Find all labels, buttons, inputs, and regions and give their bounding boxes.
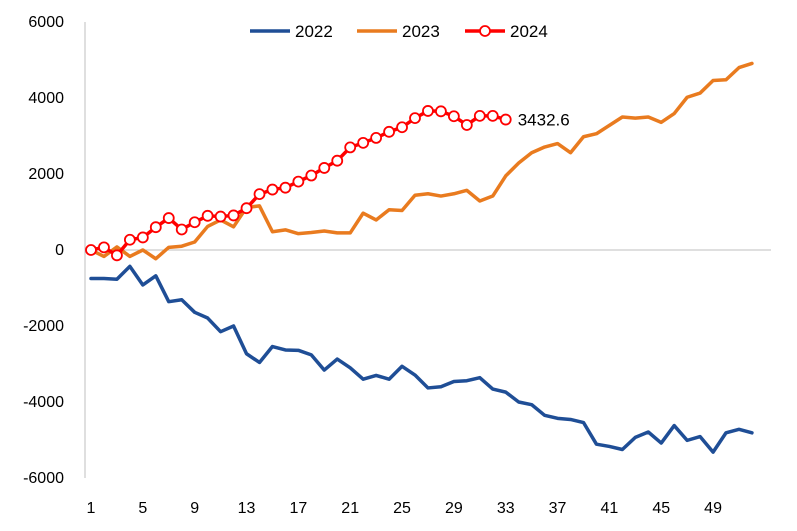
data-label: 3432.6 <box>518 111 570 130</box>
data-point <box>447 110 460 123</box>
series-2024 <box>85 105 512 262</box>
x-tick-label: 33 <box>497 500 515 517</box>
data-point <box>175 223 188 236</box>
legend-item-2023: 2023 <box>357 22 440 41</box>
legend-label: 2022 <box>295 22 333 41</box>
data-point <box>214 210 227 223</box>
data-point <box>357 136 370 149</box>
y-axis: 6000 4000 2000 0 -2000 -4000 -6000 <box>23 14 86 487</box>
data-point <box>486 109 499 122</box>
x-tick-label: 13 <box>238 500 256 517</box>
series-2023 <box>89 61 754 261</box>
x-tick-label: 21 <box>341 500 359 517</box>
data-point <box>473 109 486 122</box>
data-point <box>409 112 421 125</box>
data-point <box>162 212 175 224</box>
data-point <box>240 202 253 215</box>
data-point <box>305 169 318 182</box>
data-point <box>344 141 357 154</box>
x-tick-label: 29 <box>445 500 463 517</box>
data-point <box>149 221 162 234</box>
x-tick-label: 17 <box>289 500 307 517</box>
y-tick-label: -2000 <box>23 318 64 335</box>
x-tick-label: 1 <box>87 500 96 517</box>
x-tick-label: 37 <box>549 500 567 517</box>
series-2022 <box>89 264 754 454</box>
series-line-2023 <box>89 61 754 261</box>
data-point <box>422 105 434 117</box>
data-point <box>227 209 240 222</box>
legend-label: 2023 <box>402 22 440 41</box>
data-point <box>370 131 383 144</box>
data-point <box>136 231 149 244</box>
series-line-2022 <box>89 264 754 454</box>
y-tick-label: 2000 <box>28 166 64 183</box>
annotation-layer: 3432.6 <box>518 111 570 130</box>
data-point <box>111 249 123 262</box>
y-tick-label: 0 <box>55 242 64 259</box>
legend-label: 2024 <box>510 22 548 41</box>
data-point <box>85 244 97 256</box>
x-tick-label: 41 <box>601 500 619 517</box>
series-layer <box>85 61 754 454</box>
legend-item-2022: 2022 <box>250 22 333 41</box>
data-point <box>266 183 279 196</box>
x-tick-label: 9 <box>190 500 199 517</box>
x-tick-label: 5 <box>138 500 147 517</box>
x-tick-label: 45 <box>652 500 670 517</box>
data-point <box>292 175 305 188</box>
data-point <box>279 181 292 194</box>
x-axis: 1 5 9 13 17 21 25 29 33 37 41 45 49 <box>85 249 771 517</box>
y-tick-label: -6000 <box>23 470 64 487</box>
data-point <box>318 162 331 174</box>
x-tick-label: 25 <box>393 500 411 517</box>
y-tick-label: 4000 <box>28 90 64 107</box>
data-point <box>435 105 447 118</box>
legend-marker <box>479 25 491 37</box>
x-tick-label: 49 <box>704 500 722 517</box>
data-point <box>460 119 473 131</box>
data-point <box>331 154 344 167</box>
data-point <box>201 209 214 222</box>
legend-item-2024: 2024 <box>465 22 548 41</box>
y-tick-label: 6000 <box>28 14 64 31</box>
data-point <box>383 125 395 138</box>
data-point <box>499 113 512 126</box>
data-point <box>123 233 136 246</box>
y-tick-label: -4000 <box>23 394 64 411</box>
data-point <box>253 188 266 201</box>
data-point <box>98 241 110 254</box>
data-point <box>396 121 408 134</box>
data-point <box>188 216 201 229</box>
legend: 2022 2023 2024 <box>250 22 548 41</box>
